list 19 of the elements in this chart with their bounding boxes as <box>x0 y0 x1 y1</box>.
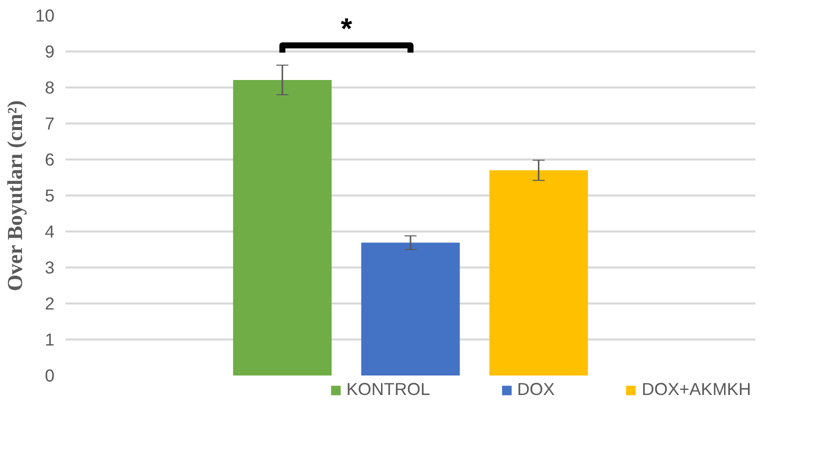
y-tick-label: 7 <box>44 114 55 134</box>
bar <box>361 242 460 376</box>
y-tick-label: 3 <box>44 258 55 278</box>
y-tick-label: 10 <box>35 6 55 26</box>
bar <box>489 170 588 376</box>
y-tick-label: 8 <box>44 78 55 98</box>
y-tick-label: 2 <box>44 294 55 314</box>
y-tick-label: 1 <box>44 330 55 350</box>
legend-label: DOX+AKMKH <box>642 379 751 400</box>
y-tick-label: 9 <box>44 42 55 62</box>
y-tick-label: 6 <box>44 150 55 170</box>
y-axis-title: Over Boyutları (cm²) <box>3 100 28 292</box>
legend-label: DOX <box>517 379 555 400</box>
y-tick-label: 5 <box>44 186 55 206</box>
y-tick-label: 4 <box>44 222 55 242</box>
annotation: * <box>340 12 353 46</box>
legend-label: KONTROL <box>346 379 430 400</box>
bar <box>233 80 332 376</box>
y-tick-label: 0 <box>44 366 55 386</box>
